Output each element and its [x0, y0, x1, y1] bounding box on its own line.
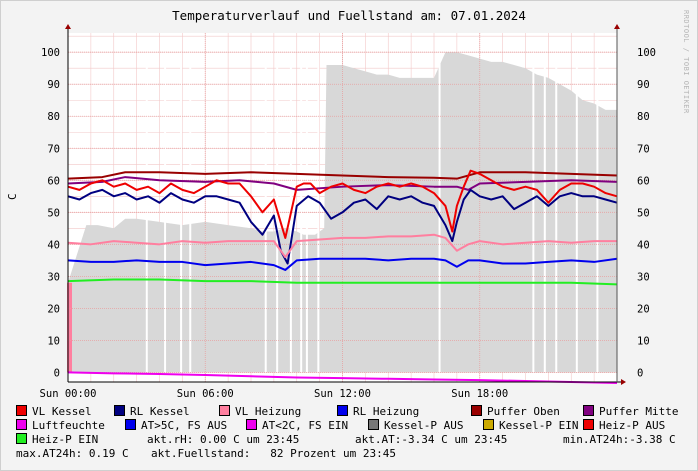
y-axis-right-arrow — [614, 24, 620, 29]
y-tick-label-right: 90 — [637, 79, 650, 91]
stat-akt-at: akt.AT:-3.34 C um 23:45 — [355, 433, 508, 446]
fuellstand-gap — [264, 52, 267, 373]
y-tick-label: 60 — [47, 175, 60, 187]
legend-label: AT<2C, FS EIN — [262, 419, 349, 432]
y-tick-label-right: 80 — [637, 111, 650, 123]
y-tick-label: 50 — [47, 207, 60, 219]
y-tick-label: 0 — [54, 367, 60, 379]
legend-item: Kessel-P AUS — [368, 419, 463, 432]
legend-swatch — [583, 419, 594, 430]
x-tick-label: Sun 00:00 — [40, 388, 97, 400]
legend-item: Luftfeuchte — [16, 419, 105, 432]
x-axis-arrow — [621, 379, 626, 385]
fuellstand-gap — [300, 52, 303, 373]
y-tick-label-right: 30 — [637, 271, 650, 283]
legend-swatch — [368, 419, 379, 430]
legend-swatch — [246, 419, 257, 430]
series-line-vl-heizung — [67, 233, 617, 259]
fuellstand-gap — [596, 52, 599, 373]
series-line-rl-kessel — [67, 188, 618, 265]
legend-swatch — [16, 405, 27, 416]
y-tick-label: 100 — [41, 47, 60, 59]
legend-label: Heiz-P AUS — [599, 419, 666, 432]
legend-item: Kessel-P EIN — [483, 419, 578, 432]
legend-item: Puffer Mitte — [583, 405, 678, 418]
stat-max-at24h: max.AT24h: 0.19 C — [16, 447, 129, 460]
legend-item: RL Kessel — [114, 405, 190, 418]
legend-swatch — [583, 405, 594, 416]
fuellstand-gap — [180, 52, 183, 373]
legend-item: VL Kessel — [16, 405, 92, 418]
series-line-puffer-oben — [67, 171, 618, 180]
legend-swatch — [16, 419, 27, 430]
watermark: RRDTOOL / TOBI OETIKER — [682, 10, 690, 114]
x-tick-label: Sun 06:00 — [177, 388, 234, 400]
series-line-luftfeuchte — [67, 371, 618, 384]
legend-item: VL Heizung — [219, 405, 301, 418]
legend-item: Puffer Oben — [471, 405, 560, 418]
y-tick-label-right: 100 — [637, 47, 656, 59]
legend-swatch — [16, 433, 27, 444]
y-tick-label-right: 40 — [637, 239, 650, 251]
start-marker-bar — [67, 282, 72, 373]
legend-swatch — [114, 405, 125, 416]
legend-swatch — [337, 405, 348, 416]
legend-label: VL Heizung — [235, 405, 302, 418]
y-tick-label: 40 — [47, 239, 60, 251]
y-tick-label: 90 — [47, 79, 60, 91]
y-tick-label-right: 70 — [637, 143, 650, 155]
fuellstand-gap — [532, 52, 535, 373]
stat-min-at24h: min.AT24h:-3.38 C — [563, 433, 676, 446]
legend-swatch — [219, 405, 230, 416]
legend-swatch — [125, 419, 136, 430]
legend-label: VL Kessel — [32, 405, 92, 418]
legend-item: AT<2C, FS EIN — [246, 419, 348, 432]
legend-label: Kessel-P AUS — [384, 419, 464, 432]
legend-item: AT>5C, FS AUS — [125, 419, 227, 432]
legend-label: AT>5C, FS AUS — [141, 419, 228, 432]
legend-label: RL Heizung — [353, 405, 420, 418]
y-tick-label: 80 — [47, 111, 60, 123]
legend-swatch — [471, 405, 482, 416]
x-tick-label: Sun 18:00 — [451, 388, 508, 400]
legend-label: Luftfeuchte — [32, 419, 105, 432]
legend-item: Heiz-P EIN — [16, 433, 98, 446]
series-line-heiz-p-ein — [67, 278, 618, 286]
y-tick-label-right: 10 — [637, 335, 650, 347]
stat-akt-fuellstand: akt.Fuellstand: 82 Prozent um 23:45 — [151, 447, 397, 460]
stat-akt-rh: akt.rH: 0.00 C um 23:45 — [147, 433, 300, 446]
fuellstand-gap — [164, 52, 167, 373]
y-tick-label-right: 60 — [637, 175, 650, 187]
chart-title: Temperaturverlauf und Fuellstand am: 07.… — [172, 8, 526, 23]
legend-item: Heiz-P AUS — [583, 419, 665, 432]
legend-label: Heiz-P EIN — [32, 433, 99, 446]
series-line-vl-kessel — [67, 169, 618, 239]
y-tick-label-right: 0 — [637, 367, 643, 379]
legend-label: Kessel-P EIN — [499, 419, 579, 432]
legend-label: Puffer Mitte — [599, 405, 679, 418]
x-tick-label: Sun 12:00 — [314, 388, 371, 400]
legend-label: Puffer Oben — [487, 405, 560, 418]
y-tick-label-right: 20 — [637, 303, 650, 315]
y-tick-label: 70 — [47, 143, 60, 155]
series-line-rl-heizung — [67, 257, 618, 271]
fuellstand-gap — [438, 52, 441, 373]
y-tick-label-right: 50 — [637, 207, 650, 219]
y-tick-label: 10 — [47, 335, 60, 347]
legend-swatch — [483, 419, 494, 430]
y-tick-label: 20 — [47, 303, 60, 315]
y-tick-label: 30 — [47, 271, 60, 283]
legend-label: RL Kessel — [130, 405, 190, 418]
y-axis-arrow — [65, 24, 71, 29]
legend-item: RL Heizung — [337, 405, 419, 418]
